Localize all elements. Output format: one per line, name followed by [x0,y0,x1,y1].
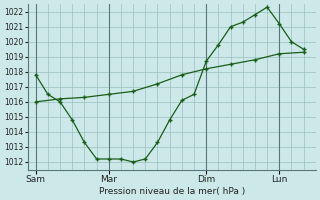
X-axis label: Pression niveau de la mer( hPa ): Pression niveau de la mer( hPa ) [99,187,245,196]
